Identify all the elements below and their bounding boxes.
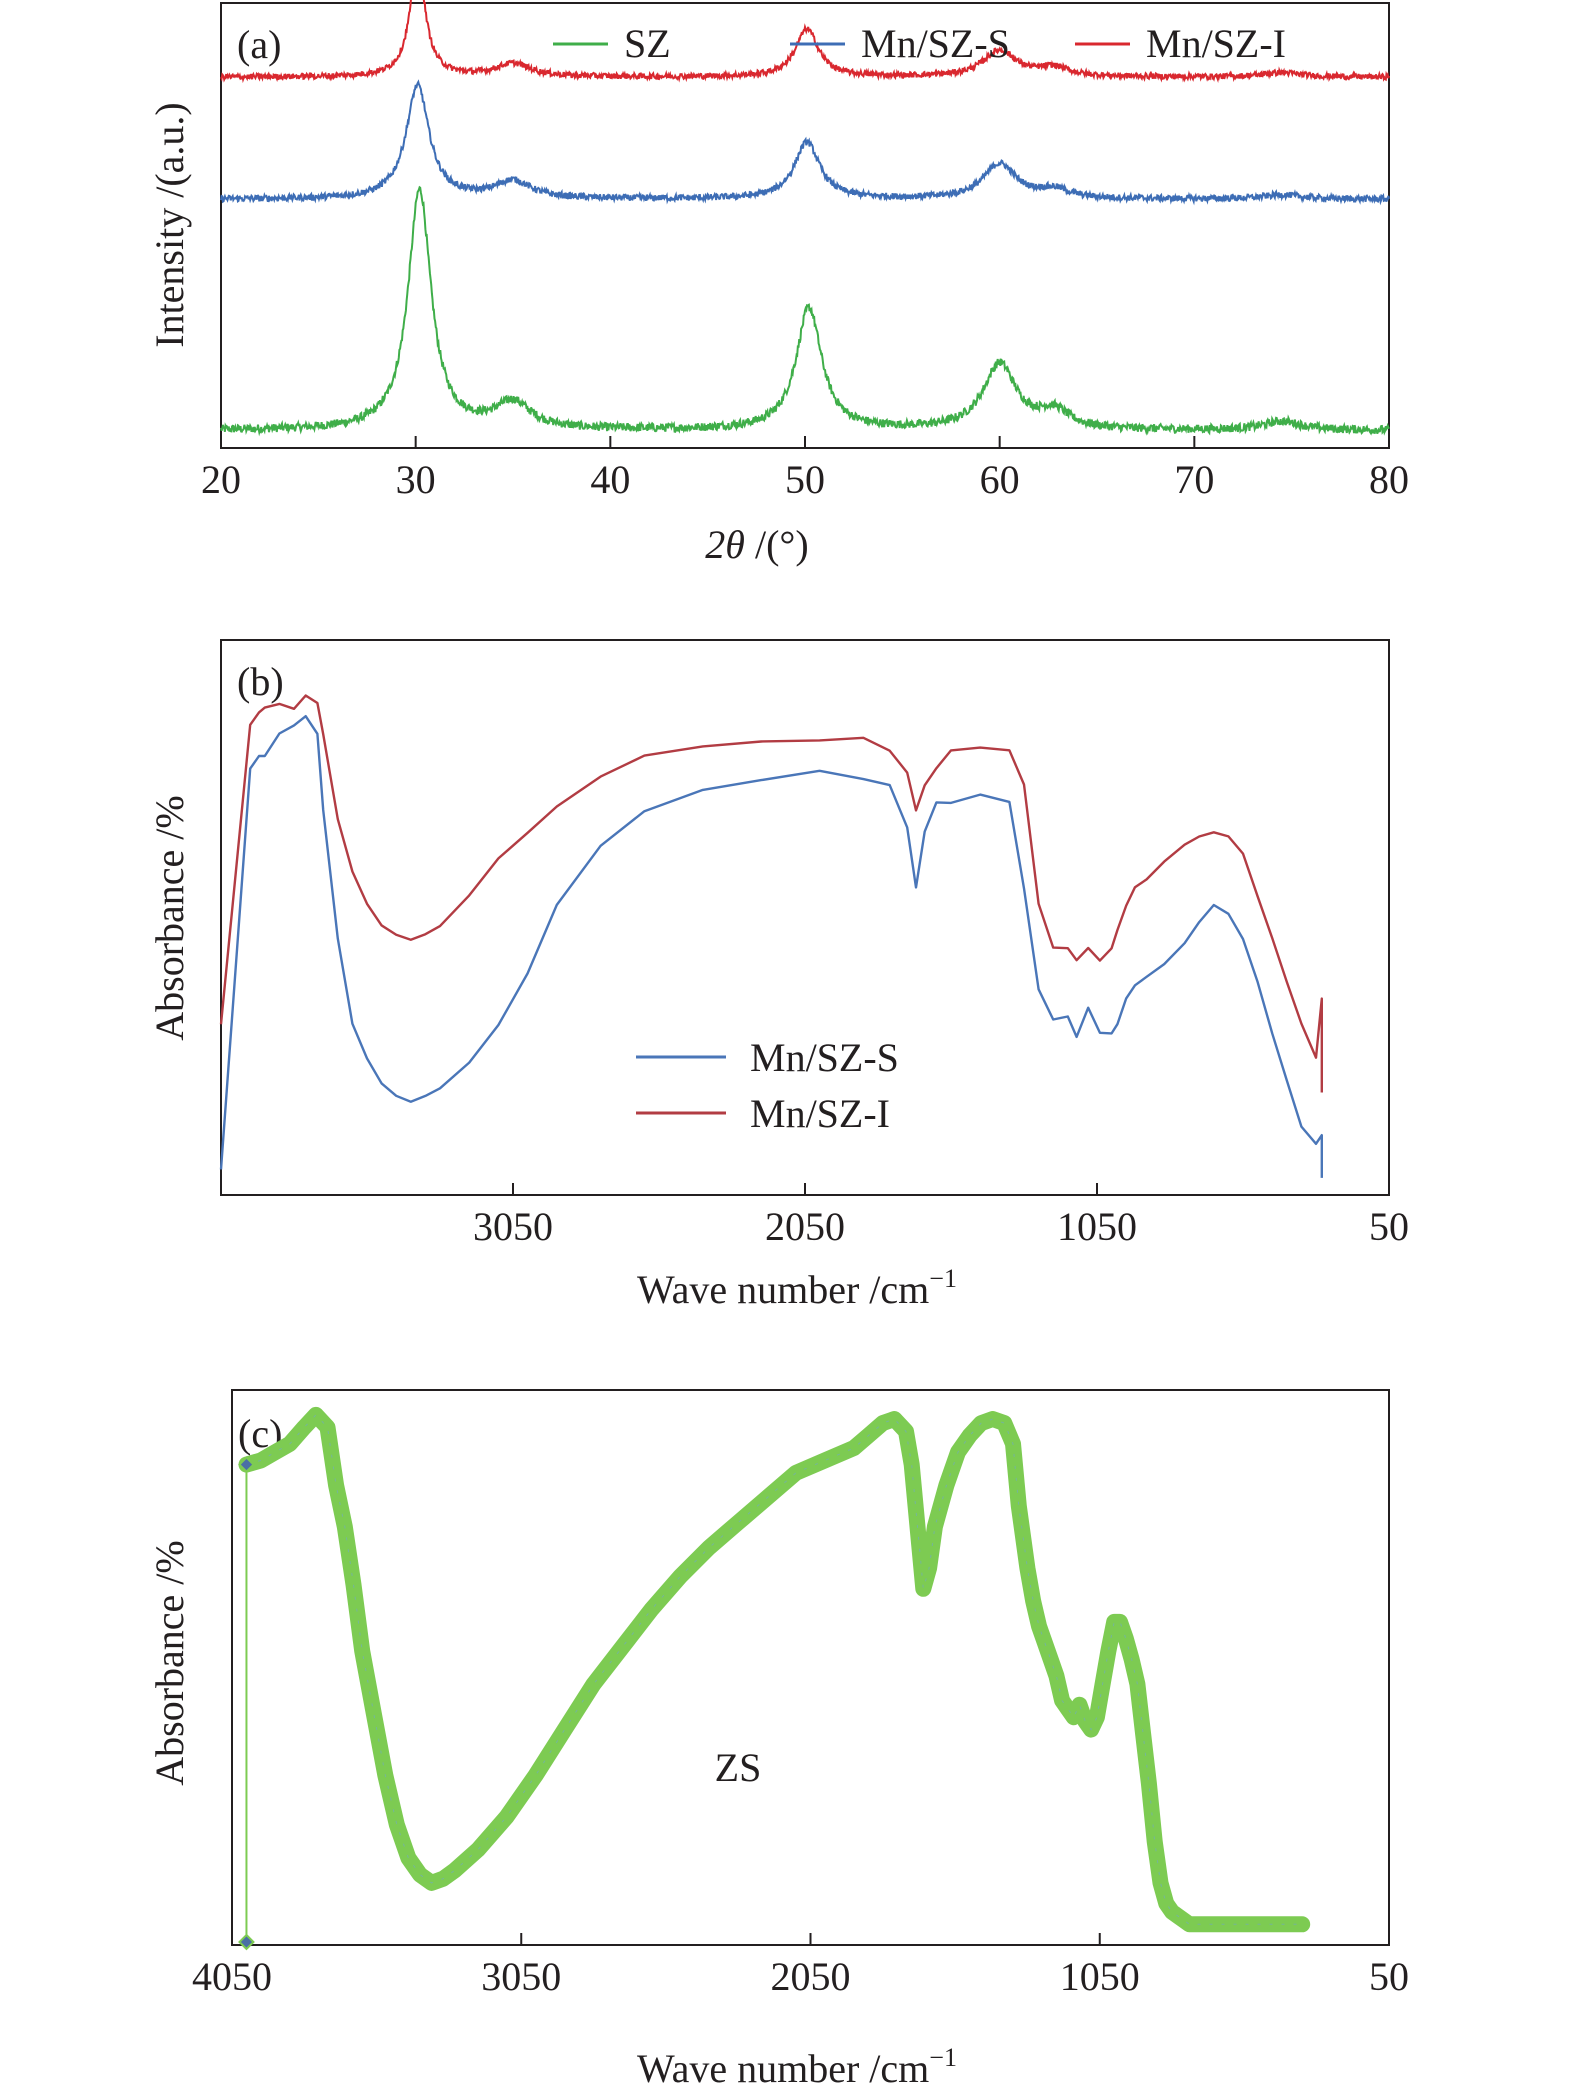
legend-label-sz: SZ <box>624 21 671 66</box>
legend-label-mn-sz-s: Mn/SZ-S <box>750 1035 899 1080</box>
panel-b-x-tick-label-2050: 2050 <box>765 1204 845 1249</box>
panel-a-x-tick-label-20: 20 <box>201 457 241 502</box>
series-line-zs <box>238 1406 1311 1933</box>
panel-a-x-axis-label-unit: /(°) <box>745 522 809 567</box>
panel-c-x-axis-label-text: Wave number /cm <box>637 2046 929 2091</box>
panel-a-legend: SZ Mn/SZ-S Mn/SZ-I <box>553 21 1286 66</box>
panel-a-x-tick-label-60: 60 <box>980 457 1020 502</box>
series-line-inner-zs <box>246 1414 1303 1925</box>
series-line-sz <box>220 185 1390 437</box>
panel-c-x-tick-label-50: 50 <box>1369 1954 1409 1999</box>
panel-c-x-tick-label-1050: 1050 <box>1060 1954 1140 1999</box>
panel-b-x-tick-label-3050: 3050 <box>473 1204 553 1249</box>
series-line-mn-sz-i <box>220 0 1390 84</box>
panel-a-x-tick-label-40: 40 <box>590 457 630 502</box>
panel-c-x-tick-label-3050: 3050 <box>481 1954 561 1999</box>
panel-b-x-axis-label: Wave number /cm−1 <box>637 1264 957 1312</box>
panel-b-x-axis-label-exponent: −1 <box>929 1264 957 1293</box>
panel-b-series-group <box>219 694 1323 1178</box>
panel-a-y-axis-label: Intensity /(a.u.) <box>147 102 192 348</box>
series-line-mn-sz-s <box>220 79 1390 206</box>
panel-c-x-axis-label-exponent: −1 <box>929 2043 957 2072</box>
panel-a-x-ticks: 20 30 40 50 60 70 80 <box>201 436 1409 502</box>
series-marker-0 <box>238 1456 255 1473</box>
panel-b-ir-chart: (b) 3050 2050 1050 50 Mn/SZ-S Mn/SZ-I Absorb… <box>147 639 1409 1312</box>
panel-c-annotation-zs: ZS <box>715 1745 762 1790</box>
panel-b-x-ticks: 3050 2050 1050 50 <box>473 1183 1409 1249</box>
panel-b-x-axis-label-text: Wave number /cm <box>637 1267 929 1312</box>
panel-c-x-tick-label-2050: 2050 <box>771 1954 851 1999</box>
panel-c-x-axis-label: Wave number /cm−1 <box>637 2043 957 2091</box>
panel-a-label: (a) <box>237 22 281 67</box>
panel-b-label: (b) <box>237 659 284 704</box>
panel-c-x-tick-label-4050: 4050 <box>192 1954 272 1999</box>
panel-a-series-group <box>220 0 1390 437</box>
panel-a-xrd-chart: (a) 20 30 40 50 60 70 80 SZ Mn/SZ-S Mn/SZ-I Inte… <box>147 0 1409 567</box>
panel-b-y-axis-label: Absorbance /% <box>147 795 192 1040</box>
panel-a-plot-frame <box>220 2 1390 449</box>
legend-label-mn-sz-i: Mn/SZ-I <box>750 1091 890 1136</box>
legend-label-mn-sz-i: Mn/SZ-I <box>1146 21 1286 66</box>
panel-c-series-group <box>238 1406 1311 1951</box>
panel-c-ir-chart: (c) 4050 3050 2050 1050 50 ZS Absorbance /% … <box>147 1389 1409 2091</box>
panel-a-x-tick-label-30: 30 <box>396 457 436 502</box>
legend-label-mn-sz-s: Mn/SZ-S <box>861 21 1010 66</box>
panel-b-legend: Mn/SZ-S Mn/SZ-I <box>636 1035 899 1136</box>
series-line-mn-sz-s <box>219 715 1323 1178</box>
panel-a-x-tick-label-80: 80 <box>1369 457 1409 502</box>
panel-c-x-ticks: 4050 3050 2050 1050 50 <box>192 1933 1409 1999</box>
series-marker-1 <box>238 1933 255 1951</box>
panel-b-x-tick-label-50: 50 <box>1369 1204 1409 1249</box>
series-line-mn-sz-i <box>219 694 1323 1093</box>
panel-a-x-tick-label-50: 50 <box>785 457 825 502</box>
panel-c-y-axis-label: Absorbance /% <box>147 1540 192 1785</box>
panel-a-x-axis-label-symbol: 2θ <box>705 522 745 567</box>
panel-a-x-tick-label-70: 70 <box>1174 457 1214 502</box>
panel-b-x-tick-label-1050: 1050 <box>1057 1204 1137 1249</box>
panel-a-x-axis-label: 2θ /(°) <box>705 522 808 567</box>
